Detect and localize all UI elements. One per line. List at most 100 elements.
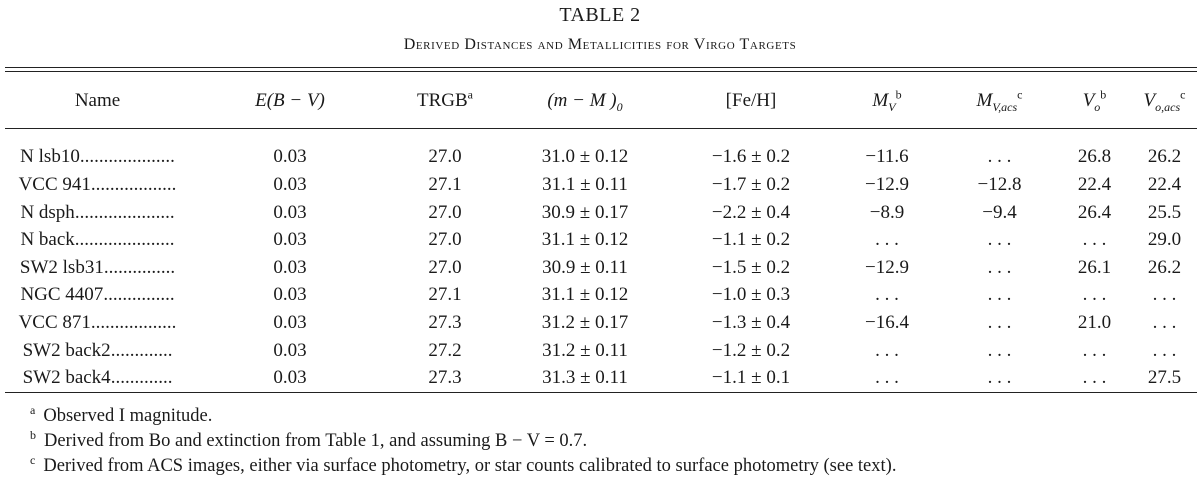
column-header-main: E(B − V) (255, 90, 325, 111)
footnote-a: a Observed I magnitude. (30, 404, 1190, 429)
cell-feh: −1.1 ± 0.1 (711, 367, 791, 389)
cell-mv: . . . (875, 339, 899, 361)
column-header-main: (m − M ) (547, 90, 617, 111)
cell-voacs: . . . (1152, 311, 1177, 333)
leader-dots: .................. (90, 173, 177, 195)
cell-mvacs: . . . (987, 256, 1012, 278)
cell-ebv: 0.03 (273, 284, 307, 306)
cell-voacs: 25.5 (1147, 201, 1182, 223)
column-header-ebv: E(B − V) (190, 86, 390, 116)
bottom-rule (5, 392, 1197, 393)
column-header-main: [Fe/H] (725, 90, 777, 111)
cell-mv: . . . (875, 229, 899, 251)
cell-voacs: 29.0 (1147, 229, 1182, 251)
table-row: SW2 lsb31............... 0.03 27.0 30.9 ± 0… (5, 254, 1197, 282)
cell-voacs: 26.2 (1147, 256, 1182, 278)
cell-trgb: 27.0 (428, 229, 462, 251)
cell-feh: −1.2 ± 0.2 (711, 339, 791, 361)
cell-name: NGC 4407............... (5, 282, 190, 310)
cell-mv: . . . (875, 367, 899, 389)
table-row: NGC 4407............... 0.03 27.1 31.1 ± 0.… (5, 282, 1197, 310)
top-rule-1 (5, 67, 1197, 68)
object-name: SW2 lsb31 (19, 256, 104, 278)
column-header-trgb: TRGBa (390, 86, 500, 116)
cell-trgb: 27.0 (428, 201, 462, 223)
column-header-mv: MVb (832, 86, 942, 116)
column-header-dm: (m − M )0 (500, 86, 670, 116)
column-header-main: Name (74, 90, 121, 111)
cell-mvacs: . . . (987, 339, 1012, 361)
cell-name: N back..................... (5, 226, 190, 254)
object-name: N lsb10 (20, 146, 80, 168)
cell-voacs: . . . (1152, 284, 1177, 306)
cell-dm: 31.3 ± 0.11 (542, 367, 628, 389)
cell-vo: . . . (1082, 367, 1107, 389)
footnote-c: c Derived from ACS images, either via sur… (30, 454, 1190, 479)
cell-trgb: 27.1 (428, 173, 462, 195)
cell-ebv: 0.03 (273, 173, 307, 195)
cell-mvacs: . . . (987, 146, 1012, 168)
cell-ebv: 0.03 (273, 256, 307, 278)
column-header-sub: 0 (616, 99, 623, 114)
cell-mvacs: −12.8 (977, 173, 1022, 195)
cell-ebv: 0.03 (273, 229, 307, 251)
cell-name: N lsb10.................... (5, 144, 190, 172)
cell-ebv: 0.03 (273, 367, 307, 389)
cell-mvacs: . . . (987, 284, 1012, 306)
cell-feh: −1.0 ± 0.3 (711, 284, 791, 306)
table-row: VCC 871.................. 0.03 27.3 31.2 ± … (5, 309, 1197, 337)
cell-dm: 30.9 ± 0.17 (541, 201, 629, 223)
column-header-sup: c (1017, 87, 1023, 102)
footnote-mark: b (30, 427, 36, 442)
cell-ebv: 0.03 (273, 311, 307, 333)
column-header-sub: o (1094, 99, 1101, 114)
cell-feh: −2.2 ± 0.4 (711, 201, 791, 223)
cell-name: SW2 lsb31............... (5, 254, 190, 282)
leader-dots: ............. (110, 339, 173, 361)
cell-feh: −1.1 ± 0.2 (711, 229, 791, 251)
cell-mvacs: . . . (987, 229, 1012, 251)
footnote-mark: c (30, 452, 36, 467)
cell-vo: . . . (1082, 339, 1107, 361)
object-name: VCC 941 (18, 173, 91, 195)
table-row: N lsb10.................... 0.03 27.0 31.0 … (5, 144, 1197, 172)
cell-dm: 31.1 ± 0.11 (542, 173, 628, 195)
table-number: TABLE 2 (559, 4, 641, 26)
object-name: N back (20, 229, 75, 251)
cell-trgb: 27.3 (428, 311, 462, 333)
leader-dots: ............. (110, 367, 173, 389)
column-header-mvacs: MV,acsc (942, 86, 1057, 116)
cell-vo: 21.0 (1077, 311, 1112, 333)
cell-ebv: 0.03 (273, 146, 307, 168)
cell-mv: −12.9 (865, 173, 909, 195)
table-row: SW2 back2............. 0.03 27.2 31.2 ± 0.1… (5, 337, 1197, 365)
cell-mv: −8.9 (869, 201, 905, 223)
leader-dots: ..................... (74, 229, 175, 251)
column-header-name: Name (5, 86, 190, 116)
leader-dots: .................. (90, 311, 177, 333)
cell-vo: 22.4 (1077, 173, 1112, 195)
column-header-sup: b (895, 87, 902, 102)
footnotes: a Observed I magnitude. b Derived from Bo a… (30, 404, 1190, 479)
column-header-vo: Vob (1057, 86, 1132, 116)
cell-mvacs: . . . (987, 367, 1012, 389)
cell-dm: 31.2 ± 0.17 (541, 311, 629, 333)
header-spacer (5, 116, 1197, 144)
cell-ebv: 0.03 (273, 339, 307, 361)
cell-name: VCC 871.................. (5, 309, 190, 337)
footnote-text: Observed I magnitude. (43, 406, 213, 426)
cell-trgb: 27.1 (428, 284, 462, 306)
cell-trgb: 27.0 (428, 146, 462, 168)
table-row: SW2 back4............. 0.03 27.3 31.3 ± 0.1… (5, 364, 1197, 392)
cell-trgb: 27.0 (428, 256, 462, 278)
column-header-main: M (976, 90, 993, 111)
cell-dm: 31.0 ± 0.12 (541, 146, 629, 168)
column-header-voacs: Vo,acsc (1132, 86, 1197, 116)
data-table: Name E(B − V) TRGBa (m − M )0 [Fe/H] MVb MV,ac… (5, 86, 1197, 392)
object-name: SW2 back4 (22, 367, 111, 389)
cell-name: SW2 back4............. (5, 364, 190, 392)
cell-name: VCC 941.................. (5, 171, 190, 199)
cell-mv: −11.6 (865, 146, 909, 168)
cell-mvacs: −9.4 (982, 201, 1017, 223)
footnote-text: Derived from Bo and extinction from Tabl… (44, 431, 588, 451)
